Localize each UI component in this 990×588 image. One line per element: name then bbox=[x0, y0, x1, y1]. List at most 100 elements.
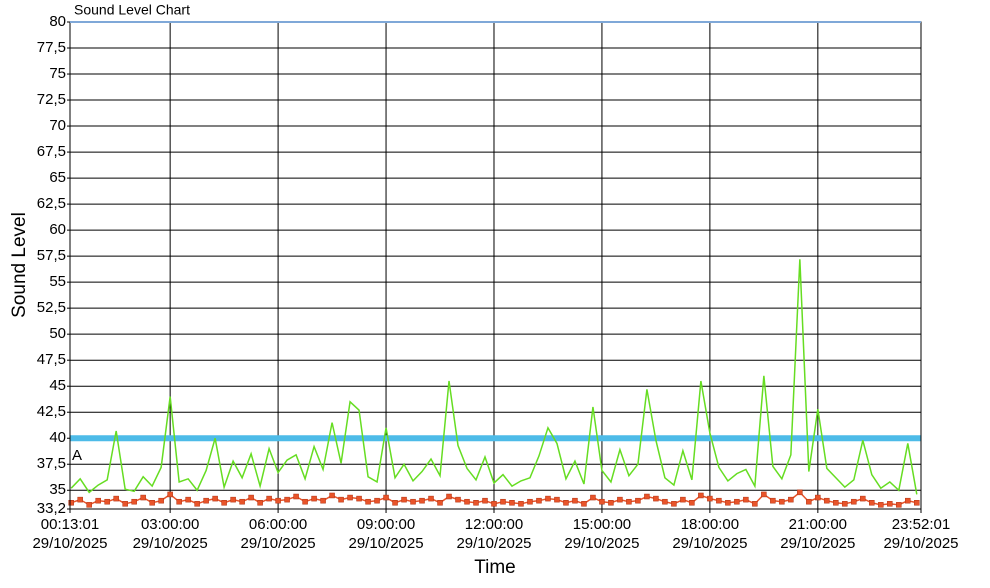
point-marker bbox=[590, 494, 596, 501]
point-marker bbox=[581, 501, 587, 507]
point-marker bbox=[68, 500, 74, 506]
point-marker bbox=[77, 496, 83, 503]
point-marker bbox=[365, 498, 371, 505]
point-marker bbox=[653, 495, 659, 502]
point-marker bbox=[419, 497, 425, 504]
point-marker bbox=[905, 497, 911, 504]
point-marker bbox=[455, 496, 461, 503]
point-marker bbox=[482, 497, 488, 504]
point-marker bbox=[158, 497, 164, 504]
point-marker bbox=[914, 500, 920, 506]
point-marker bbox=[212, 495, 218, 502]
point-marker bbox=[626, 498, 632, 505]
y-tick-label: 67,5 bbox=[37, 143, 66, 160]
x-tick-label: 00:13:01 bbox=[41, 516, 99, 533]
y-tick-label: 42,5 bbox=[37, 403, 66, 420]
y-tick-label: 52,5 bbox=[37, 299, 66, 316]
point-marker bbox=[464, 498, 470, 505]
point-marker bbox=[383, 494, 389, 501]
point-marker bbox=[770, 497, 776, 504]
point-marker bbox=[527, 498, 533, 505]
point-marker bbox=[95, 497, 101, 504]
x-tick-date: 29/10/2025 bbox=[349, 535, 424, 552]
point-marker bbox=[608, 500, 614, 506]
point-marker bbox=[644, 493, 650, 500]
point-marker bbox=[896, 502, 902, 508]
point-marker bbox=[239, 498, 245, 505]
point-marker bbox=[851, 498, 857, 505]
point-marker bbox=[266, 495, 272, 502]
series-line bbox=[70, 259, 918, 495]
point-marker bbox=[572, 497, 578, 504]
y-tick-label: 65 bbox=[49, 169, 66, 186]
point-marker bbox=[815, 494, 821, 501]
point-marker bbox=[518, 501, 524, 507]
y-tick-label: 80 bbox=[49, 13, 66, 30]
point-marker bbox=[221, 500, 227, 506]
point-marker bbox=[392, 500, 398, 506]
point-marker bbox=[275, 497, 281, 504]
point-marker bbox=[797, 489, 803, 496]
point-marker bbox=[185, 496, 191, 503]
y-tick-label: 62,5 bbox=[37, 195, 66, 212]
y-tick-label: 35 bbox=[49, 481, 66, 498]
y-tick-label: 45 bbox=[49, 377, 66, 394]
x-tick-label: 21:00:00 bbox=[789, 516, 847, 533]
point-marker bbox=[311, 495, 317, 502]
y-tick-label: 75 bbox=[49, 65, 66, 82]
x-tick-label: 03:00:00 bbox=[141, 516, 199, 533]
point-marker bbox=[563, 500, 569, 506]
y-tick-label: 70 bbox=[49, 117, 66, 134]
point-marker bbox=[887, 501, 893, 507]
point-marker bbox=[635, 497, 641, 504]
y-tick-label: 77,5 bbox=[37, 39, 66, 56]
point-marker bbox=[302, 498, 308, 505]
point-marker bbox=[662, 498, 668, 505]
point-marker bbox=[509, 500, 515, 506]
point-marker bbox=[500, 498, 506, 505]
x-tick-date: 29/10/2025 bbox=[241, 535, 316, 552]
point-marker bbox=[428, 495, 434, 502]
point-marker bbox=[194, 501, 200, 507]
point-marker bbox=[860, 495, 866, 502]
point-marker bbox=[842, 501, 848, 507]
point-marker bbox=[203, 497, 209, 504]
point-marker bbox=[401, 496, 407, 503]
point-marker bbox=[356, 495, 362, 502]
x-tick-date: 29/10/2025 bbox=[32, 535, 107, 552]
point-marker bbox=[122, 501, 128, 507]
x-tick-date: 29/10/2025 bbox=[564, 535, 639, 552]
y-tick-label: 72,5 bbox=[37, 91, 66, 108]
point-marker bbox=[752, 501, 758, 507]
x-tick-label: 18:00:00 bbox=[681, 516, 739, 533]
y-axis-label: Sound Level bbox=[9, 212, 30, 318]
chart-title: Sound Level Chart bbox=[74, 2, 190, 18]
point-marker bbox=[545, 495, 551, 502]
point-marker bbox=[779, 498, 785, 505]
point-marker bbox=[257, 500, 263, 506]
point-marker bbox=[734, 498, 740, 505]
point-marker bbox=[707, 495, 713, 502]
point-marker bbox=[554, 496, 560, 503]
point-marker bbox=[617, 496, 623, 503]
point-marker bbox=[104, 498, 110, 505]
point-marker bbox=[788, 496, 794, 503]
x-tick-date: 29/10/2025 bbox=[456, 535, 531, 552]
point-marker bbox=[671, 501, 677, 507]
threshold-label: A bbox=[72, 447, 82, 464]
point-marker bbox=[680, 496, 686, 503]
point-marker bbox=[437, 500, 443, 506]
point-marker bbox=[716, 497, 722, 504]
point-marker bbox=[176, 498, 182, 505]
x-tick-label: 06:00:00 bbox=[249, 516, 307, 533]
x-tick-date: 29/10/2025 bbox=[672, 535, 747, 552]
point-marker bbox=[149, 500, 155, 506]
point-marker bbox=[338, 496, 344, 503]
y-tick-label: 37,5 bbox=[37, 455, 66, 472]
point-marker bbox=[347, 494, 353, 501]
point-marker bbox=[725, 500, 731, 506]
point-marker bbox=[131, 498, 137, 505]
point-marker bbox=[410, 498, 416, 505]
